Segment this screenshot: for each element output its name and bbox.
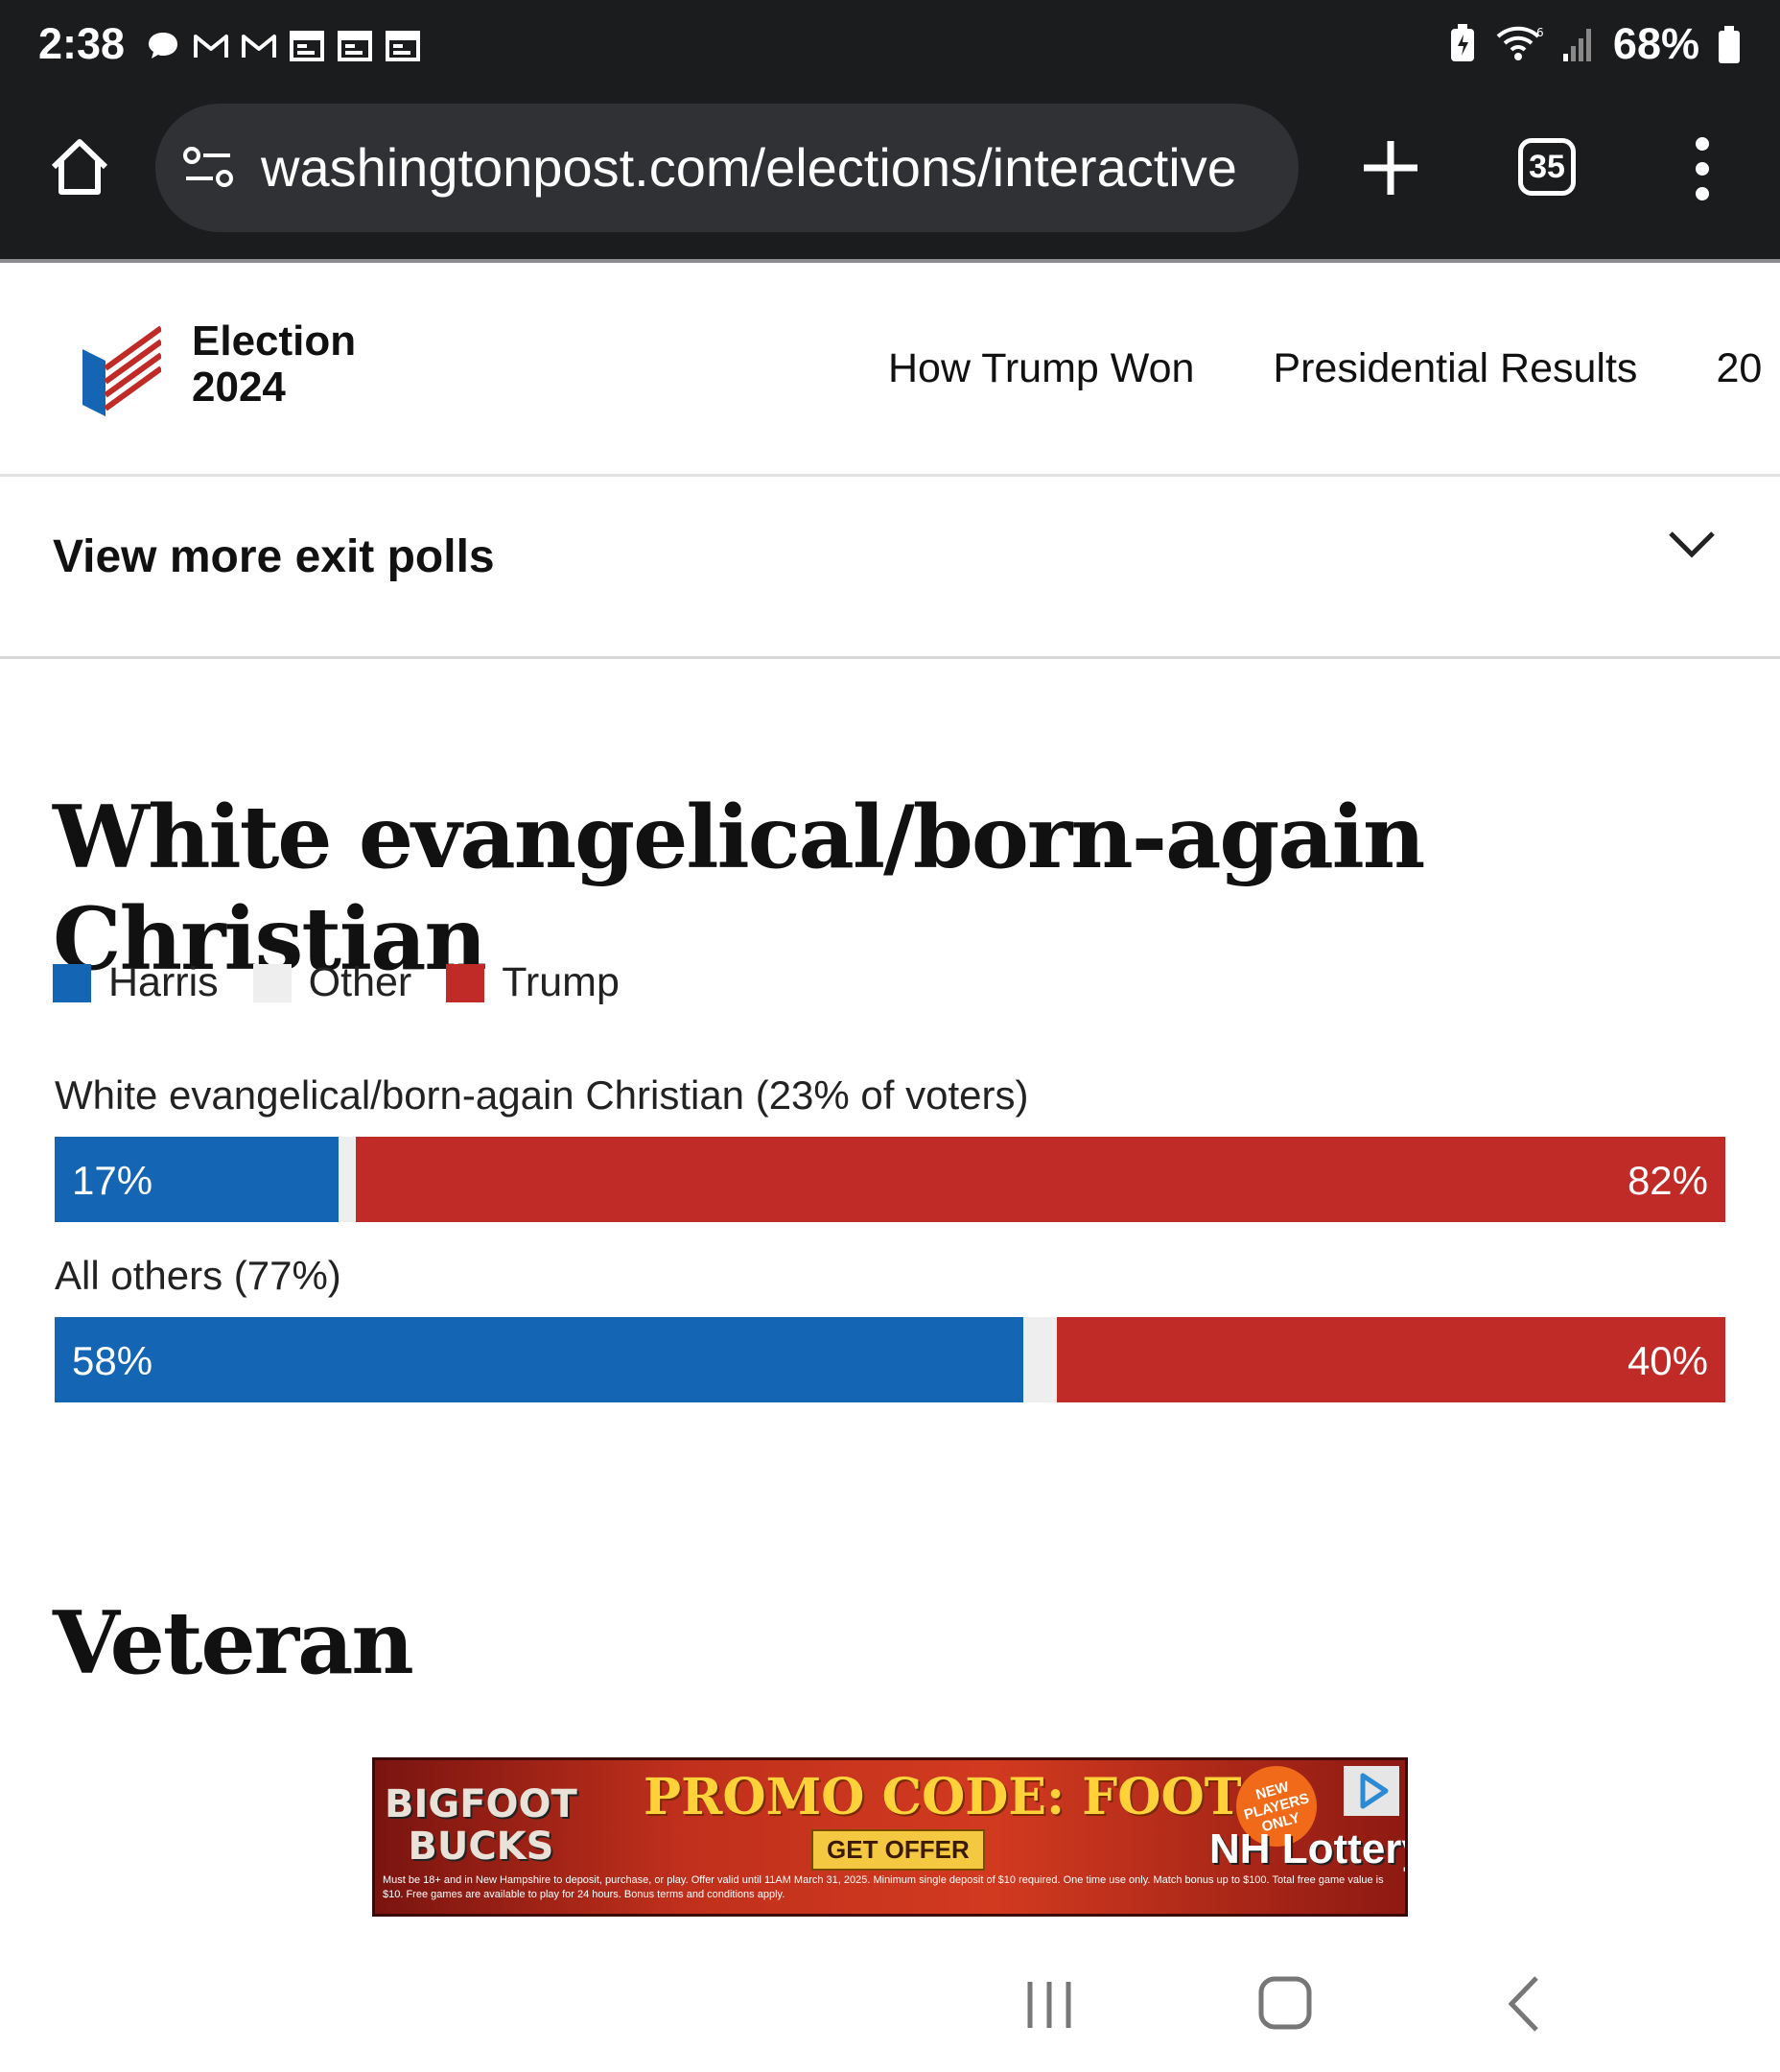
election-flag-logo-icon[interactable]	[82, 320, 161, 416]
chart-legend: Harris Other Trump	[53, 959, 654, 1006]
ad-advertiser: NH Lottery	[1209, 1825, 1408, 1872]
bar-segment-harris	[55, 1137, 340, 1222]
bar-label-harris: 58%	[72, 1338, 153, 1383]
legend-label-trump: Trump	[502, 959, 620, 1005]
status-bar: 2:38 6 68%	[0, 0, 1780, 92]
more-menu-icon[interactable]	[1688, 134, 1717, 203]
ad-promo-code: PROMO CODE: FOOT	[644, 1768, 1242, 1826]
chrome-divider	[0, 259, 1780, 263]
svg-text:6: 6	[1536, 26, 1544, 39]
poll-title: White evangelical/born-again Christian	[53, 787, 1425, 990]
chevron-down-icon[interactable]	[1665, 528, 1719, 562]
legend-swatch-harris	[53, 963, 91, 1002]
calendar-icon	[338, 31, 372, 61]
bar-row[interactable]: 17% 82%	[55, 1137, 1725, 1222]
bar-segment-other	[339, 1137, 356, 1222]
browser-chrome: 2:38 6 68% washingtonpost.com/elections/…	[0, 0, 1780, 259]
ad-brand-line1: BIGFOOT	[385, 1782, 577, 1826]
row-label-white-evangelical: White evangelical/born-again Christian (…	[55, 1072, 1029, 1118]
status-right: 6 68%	[1448, 19, 1742, 69]
bar-label-trump: 40%	[1627, 1338, 1708, 1383]
ad-get-offer-button[interactable]: GET OFFER	[811, 1829, 985, 1871]
ad-fine-print: Must be 18+ and in New Hampshire to depo…	[383, 1874, 1384, 1900]
view-more-exit-polls[interactable]: View more exit polls	[0, 477, 1780, 659]
site-nav: How Trump Won Presidential Results 20	[888, 345, 1762, 392]
logo-line1: Election	[192, 318, 357, 365]
calendar-icon	[386, 31, 420, 61]
legend-label-other: Other	[308, 959, 412, 1005]
url-text[interactable]: washingtonpost.com/elections/interactive	[261, 137, 1237, 198]
ad-banner[interactable]: BIGFOOT BUCKS PROMO CODE: FOOT GET OFFER…	[372, 1757, 1408, 1917]
new-tab-icon[interactable]	[1352, 130, 1429, 206]
chat-icon	[149, 33, 177, 59]
nav-how-trump-won[interactable]: How Trump Won	[888, 345, 1195, 391]
view-more-label: View more exit polls	[53, 531, 495, 582]
address-bar[interactable]: washingtonpost.com/elections/interactive	[155, 104, 1299, 232]
bar-label-harris: 17%	[72, 1158, 153, 1203]
election-logo-text[interactable]: Election 2024	[192, 318, 356, 411]
status-time: 2:38	[38, 19, 126, 68]
bar-segment-trump	[355, 1137, 1725, 1222]
bar-segment-harris	[55, 1317, 1024, 1402]
back-icon[interactable]	[1502, 1972, 1544, 2036]
recent-apps-icon[interactable]	[1022, 1976, 1076, 2034]
site-settings-icon[interactable]	[182, 144, 236, 192]
gmail-icon	[242, 35, 276, 58]
calendar-icon	[290, 31, 324, 61]
home-icon[interactable]	[46, 134, 113, 201]
legend-item-trump: Trump	[446, 959, 620, 1006]
notification-icons	[144, 27, 422, 65]
battery-percent: 68%	[1612, 19, 1699, 68]
bar-label-trump: 82%	[1627, 1158, 1708, 1203]
home-nav-icon[interactable]	[1256, 1974, 1314, 2032]
nav-item-more[interactable]: 20	[1716, 345, 1763, 391]
ad-brand-line2: BUCKS	[408, 1825, 554, 1869]
legend-swatch-trump	[446, 963, 485, 1002]
ad-brand: BIGFOOT BUCKS	[385, 1783, 577, 1868]
signal-icon	[1562, 29, 1591, 61]
battery-saver-icon	[1450, 24, 1474, 61]
logo-line2: 2024	[192, 364, 286, 411]
legend-item-harris: Harris	[53, 959, 219, 1006]
wifi-icon: 6	[1496, 26, 1544, 60]
bar-row[interactable]: 58% 40%	[55, 1317, 1725, 1402]
system-nav-bar	[0, 1966, 1780, 2072]
nav-presidential-results[interactable]: Presidential Results	[1273, 345, 1638, 391]
battery-icon	[1719, 26, 1740, 63]
site-header: Election 2024 How Trump Won Presidential…	[0, 263, 1780, 477]
legend-item-other: Other	[252, 959, 412, 1006]
bar-segment-other	[1023, 1317, 1058, 1402]
legend-label-harris: Harris	[108, 959, 219, 1005]
tab-switcher-button[interactable]: 35	[1518, 138, 1576, 196]
gmail-icon	[194, 35, 228, 58]
ad-choices-icon[interactable]	[1344, 1766, 1399, 1816]
next-section-title: Veteran	[53, 1592, 414, 1694]
legend-swatch-other	[252, 963, 292, 1002]
browser-toolbar: washingtonpost.com/elections/interactive…	[0, 96, 1780, 240]
row-label-all-others: All others (77%)	[55, 1253, 341, 1298]
bar-segment-trump	[1057, 1317, 1725, 1402]
